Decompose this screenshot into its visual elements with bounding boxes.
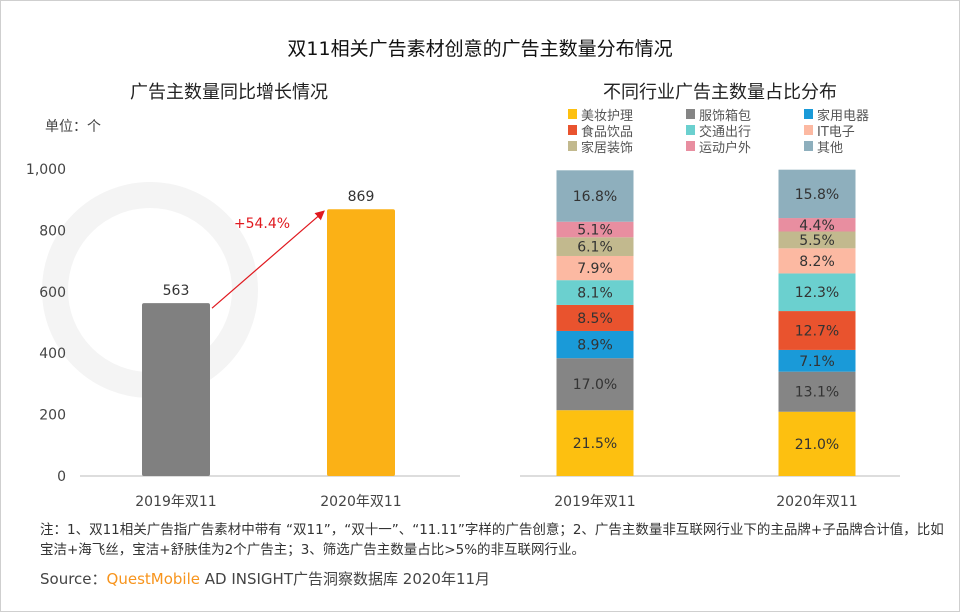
segment-美妆护理 bbox=[556, 410, 634, 476]
legend-item: 家用电器 bbox=[804, 106, 904, 124]
x-tick-label: 2020年双11 bbox=[320, 494, 401, 510]
segment-服饰箱包 bbox=[556, 358, 634, 411]
segment-label: 4.4% bbox=[799, 218, 835, 234]
y-tick-label: 1,000 bbox=[26, 162, 66, 178]
legend-swatch bbox=[568, 125, 577, 135]
segment-家居装饰 bbox=[556, 237, 634, 256]
segment-label: 21.5% bbox=[573, 436, 617, 452]
segment-IT电子 bbox=[556, 255, 634, 281]
segment-label: 15.8% bbox=[795, 187, 839, 203]
x-tick-label: 2020年双11 bbox=[776, 494, 857, 510]
bar-value-label: 563 bbox=[163, 283, 190, 299]
legend-label: IT电子 bbox=[817, 124, 855, 140]
segment-家用电器 bbox=[778, 349, 856, 372]
growth-annotation: +54.4% bbox=[234, 216, 290, 232]
x-tick-label: 2019年双11 bbox=[135, 494, 216, 510]
segment-交通出行 bbox=[778, 273, 856, 312]
legend-item: 家居装饰 bbox=[568, 138, 686, 156]
unit-label: 单位：个 bbox=[45, 119, 101, 135]
segment-IT电子 bbox=[778, 248, 856, 274]
legend-label: 食品饮品 bbox=[581, 124, 634, 140]
source-line: Source：QuestMobile AD INSIGHT广告洞察数据库 202… bbox=[40, 568, 950, 589]
y-tick-label: 600 bbox=[39, 285, 66, 301]
segment-label: 16.8% bbox=[573, 189, 617, 205]
legend-label: 家居装饰 bbox=[581, 140, 634, 156]
legend-swatch bbox=[804, 141, 813, 151]
right-chart-title: 不同行业广告主数量占比分布 bbox=[603, 82, 837, 103]
legend-label: 交通出行 bbox=[699, 124, 752, 140]
segment-label: 7.9% bbox=[577, 261, 613, 277]
segment-label: 8.2% bbox=[799, 254, 835, 270]
legend-swatch bbox=[804, 109, 813, 119]
main-title: 双11相关广告素材创意的广告主数量分布情况 bbox=[287, 38, 673, 60]
legend-item: 服饰箱包 bbox=[686, 106, 804, 124]
footer: 注：1、双11相关广告指广告素材中带有 “双11”，“双十一”、“11.11”字… bbox=[40, 520, 950, 589]
source-brand: QuestMobile bbox=[106, 570, 200, 588]
bar-value-label: 869 bbox=[348, 189, 375, 205]
segment-label: 5.1% bbox=[577, 223, 613, 239]
x-tick-label: 2019年双11 bbox=[554, 494, 635, 510]
legend-label: 服饰箱包 bbox=[699, 108, 752, 124]
legend-item: 交通出行 bbox=[686, 122, 804, 140]
legend-item: 美妆护理 bbox=[568, 106, 686, 124]
segment-服饰箱包 bbox=[778, 371, 856, 412]
segment-交通出行 bbox=[556, 280, 634, 305]
source-prefix: Source： bbox=[40, 570, 107, 588]
legend-item: 运动户外 bbox=[686, 138, 804, 156]
segment-label: 8.9% bbox=[577, 338, 613, 354]
legend: 美妆护理 服饰箱包 家用电器食品饮品 交通出行 IT电子家居装饰 运动户外 其他 bbox=[568, 106, 908, 156]
source-rest: AD INSIGHT广告洞察数据库 2020年11月 bbox=[204, 570, 491, 588]
segment-运动户外 bbox=[556, 221, 634, 238]
legend-swatch bbox=[686, 109, 695, 119]
y-tick-label: 800 bbox=[39, 223, 66, 239]
segment-家居装饰 bbox=[778, 231, 856, 249]
legend-swatch bbox=[568, 109, 577, 119]
bar-2020年双11 bbox=[327, 209, 395, 477]
legend-label: 美妆护理 bbox=[581, 108, 634, 124]
bar-2019年双11 bbox=[142, 303, 210, 476]
left-chart-title: 广告主数量同比增长情况 bbox=[130, 82, 328, 103]
segment-label: 12.3% bbox=[795, 285, 839, 301]
segment-label: 21.0% bbox=[795, 437, 839, 453]
legend-label: 家用电器 bbox=[817, 108, 870, 124]
legend-swatch bbox=[686, 141, 695, 151]
segment-其他 bbox=[778, 169, 856, 219]
footnote: 注：1、双11相关广告指广告素材中带有 “双11”，“双十一”、“11.11”字… bbox=[40, 522, 944, 558]
segment-label: 13.1% bbox=[795, 385, 839, 401]
segment-label: 7.1% bbox=[799, 354, 835, 370]
y-tick-label: 0 bbox=[57, 469, 66, 485]
legend-label: 其他 bbox=[817, 140, 844, 156]
segment-其他 bbox=[556, 170, 634, 222]
growth-arrow bbox=[211, 210, 325, 309]
segment-label: 17.0% bbox=[573, 377, 617, 393]
segment-label: 8.5% bbox=[577, 311, 613, 327]
segment-label: 6.1% bbox=[577, 240, 613, 256]
segment-美妆护理 bbox=[778, 411, 856, 476]
segment-label: 5.5% bbox=[799, 233, 835, 249]
legend-swatch bbox=[686, 125, 695, 135]
legend-item: 食品饮品 bbox=[568, 122, 686, 140]
legend-item: IT电子 bbox=[804, 122, 904, 140]
segment-食品饮品 bbox=[778, 311, 856, 350]
legend-item: 其他 bbox=[804, 138, 904, 156]
segment-运动户外 bbox=[778, 218, 856, 232]
legend-label: 运动户外 bbox=[699, 140, 752, 156]
segment-家用电器 bbox=[556, 330, 634, 359]
legend-swatch bbox=[804, 125, 813, 135]
segment-食品饮品 bbox=[556, 304, 634, 331]
legend-swatch bbox=[568, 141, 577, 151]
segment-label: 8.1% bbox=[577, 286, 613, 302]
y-tick-label: 400 bbox=[39, 346, 66, 362]
y-tick-label: 200 bbox=[39, 408, 66, 424]
segment-label: 12.7% bbox=[795, 323, 839, 339]
